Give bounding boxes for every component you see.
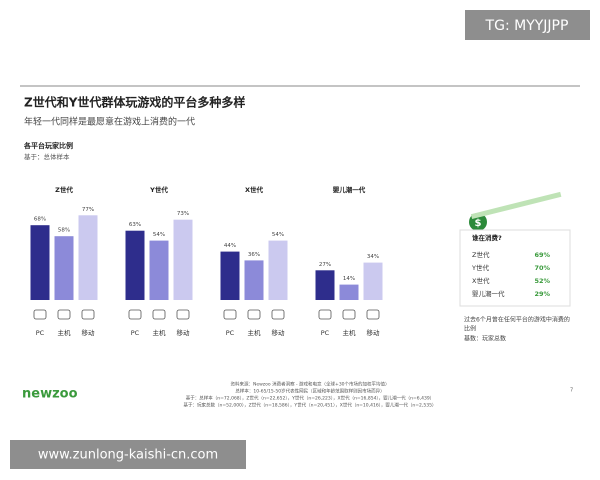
category-label: Z世代 [55, 185, 73, 194]
bar [30, 225, 50, 300]
platform-label: 移动 [82, 328, 96, 337]
platform-icon [318, 309, 332, 320]
value-label: 54% [153, 232, 165, 238]
value-label: 77% [82, 207, 94, 213]
bar [363, 262, 383, 300]
bar [125, 230, 145, 300]
platform-icon [33, 309, 47, 320]
category-label: 婴儿潮一代 [333, 185, 366, 194]
platform-label: 主机 [153, 328, 167, 337]
value-label: 14% [343, 276, 355, 282]
spending-value: 29% [534, 290, 550, 298]
spending-label: Y世代 [471, 263, 489, 272]
page-number: 7 [570, 388, 573, 394]
bar [78, 215, 98, 300]
bar [54, 236, 74, 300]
spending-accent [470, 191, 562, 220]
spending-note: 比例 [464, 325, 476, 333]
platform-label: 主机 [58, 328, 72, 337]
platform-icon [342, 309, 356, 320]
spending-value: 70% [534, 264, 550, 272]
value-label: 27% [319, 262, 331, 268]
spending-base: 基数：玩家总数 [464, 335, 506, 343]
category-label: X世代 [245, 185, 264, 194]
platform-icon [247, 309, 261, 320]
watermark: www.zunlong-kaishi-cn.com [38, 448, 218, 463]
chart-subtitle: 基于：总体样本 [24, 152, 70, 161]
platform-icon [223, 309, 237, 320]
platform-icon [57, 309, 71, 320]
source: 基于：总样本（n=72,068），Z世代（n=22,652），Y世代（n=26,… [186, 395, 434, 402]
platform-label: 移动 [177, 328, 191, 337]
spending-title: 谁在消费? [472, 233, 502, 242]
bar [244, 260, 264, 300]
value-label: 34% [367, 254, 379, 260]
spending-label: Z世代 [472, 250, 490, 259]
watermark: TG: MYYJJPP [485, 18, 569, 34]
platform-label: PC [321, 329, 330, 337]
value-label: 58% [58, 228, 70, 234]
bar [268, 240, 288, 300]
bar [149, 240, 169, 300]
platform-icon [366, 309, 380, 320]
spending-note: 过去6个月曾在任何平台的游戏中消费的 [464, 316, 570, 324]
source: 总样本：10-65/15-50岁代表性网民（区域和年龄范围取样则因市场而异） [235, 388, 384, 395]
source: 基于：玩家总数（n=52,000），Z世代（n=18,586），Y世代（n=20… [184, 402, 437, 409]
platform-icon [81, 309, 95, 320]
platform-label: 主机 [248, 328, 262, 337]
platform-label: 移动 [367, 328, 381, 337]
bar [315, 270, 335, 300]
value-label: 73% [177, 211, 189, 217]
category-label: Y世代 [149, 185, 168, 194]
platform-label: PC [226, 329, 235, 337]
bar [339, 284, 359, 300]
spending-value: 52% [534, 277, 550, 285]
value-label: 36% [248, 252, 260, 258]
platform-icon [152, 309, 166, 320]
slide-subtitle: 年轻一代同样是最愿意在游戏上消费的一代 [24, 116, 195, 128]
chart-title: 各平台玩家比例 [23, 141, 73, 150]
watermark-box [10, 440, 246, 469]
platform-label: 主机 [343, 328, 357, 337]
bar [173, 219, 193, 300]
platform-icon [271, 309, 285, 320]
spending-icon-glyph: $ [475, 218, 482, 229]
value-label: 44% [224, 243, 236, 249]
spending-value: 69% [534, 251, 550, 259]
value-label: 68% [34, 217, 46, 223]
platform-icon [128, 309, 142, 320]
spending-label: 婴儿潮一代 [472, 289, 505, 298]
spending-label: X世代 [472, 276, 490, 285]
slide-title: Z世代和Y世代群体玩游戏的平台多种多样 [24, 95, 245, 110]
platform-label: PC [36, 329, 45, 337]
platform-icon [176, 309, 190, 320]
value-label: 54% [272, 232, 284, 238]
watermark-box [465, 10, 590, 40]
platform-label: 移动 [272, 328, 286, 337]
logo: newzoo [22, 387, 78, 402]
value-label: 63% [129, 222, 141, 228]
bar [220, 251, 240, 300]
spending-box [459, 229, 571, 307]
source: 资料来源：Newzoo 消费者洞察 - 游戏和电竞（全球+30个市场的加权平均值… [230, 381, 389, 388]
platform-label: PC [131, 329, 140, 337]
